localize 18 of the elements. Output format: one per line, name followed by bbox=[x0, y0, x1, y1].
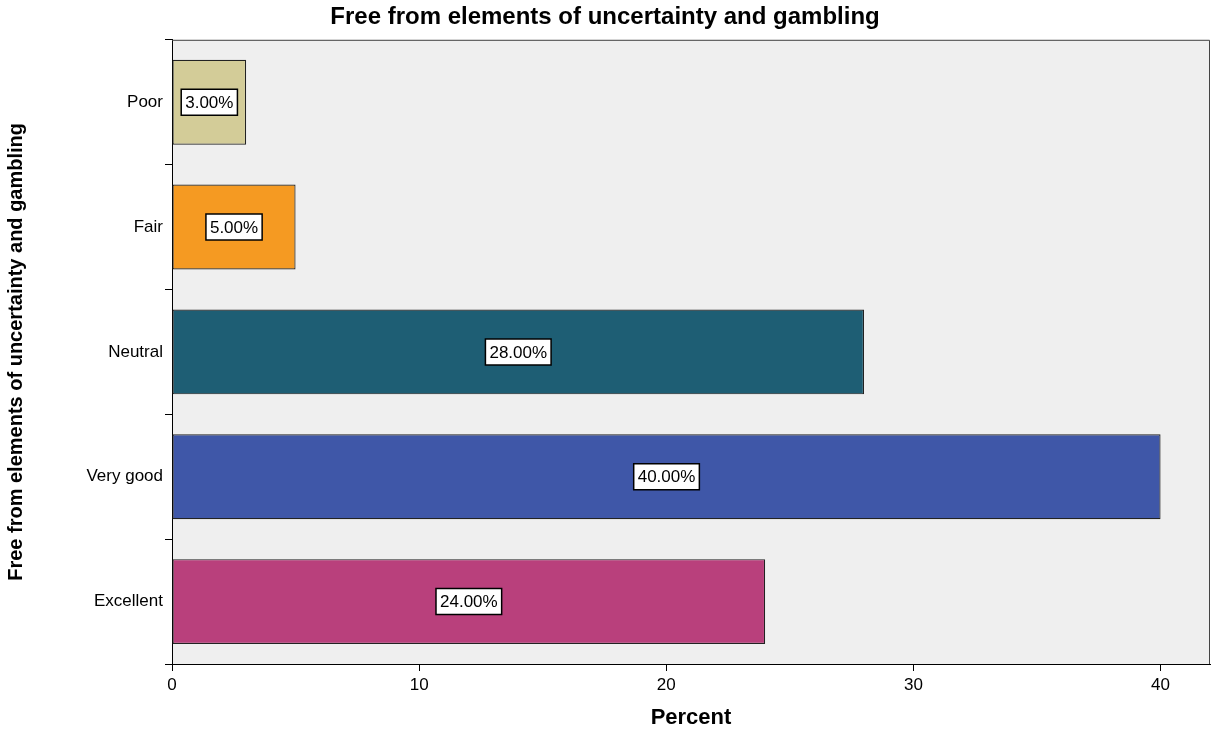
data-label: 5.00% bbox=[209, 217, 259, 237]
x-tick-label: 40 bbox=[1151, 674, 1171, 694]
y-tick-label: Fair bbox=[133, 216, 164, 236]
y-tick-label: Neutral bbox=[108, 341, 163, 361]
x-tick-label: 20 bbox=[656, 674, 676, 694]
x-tick-label: 10 bbox=[409, 674, 429, 694]
y-tick-label: Very good bbox=[86, 466, 163, 486]
y-tick-label: Excellent bbox=[94, 591, 164, 611]
chart-title: Free from elements of uncertainty and gambling bbox=[330, 2, 880, 30]
data-label: 24.00% bbox=[439, 592, 498, 612]
x-tick-label: 30 bbox=[903, 674, 923, 694]
data-label: 3.00% bbox=[185, 92, 234, 112]
data-label: 28.00% bbox=[489, 342, 548, 362]
x-axis-title: Percent bbox=[650, 703, 733, 729]
x-tick-label: 0 bbox=[167, 674, 177, 694]
y-tick-label: Poor bbox=[127, 91, 164, 111]
data-label: 40.00% bbox=[637, 467, 696, 487]
y-axis-title: Free from elements of uncertainty and gambling bbox=[3, 122, 26, 581]
